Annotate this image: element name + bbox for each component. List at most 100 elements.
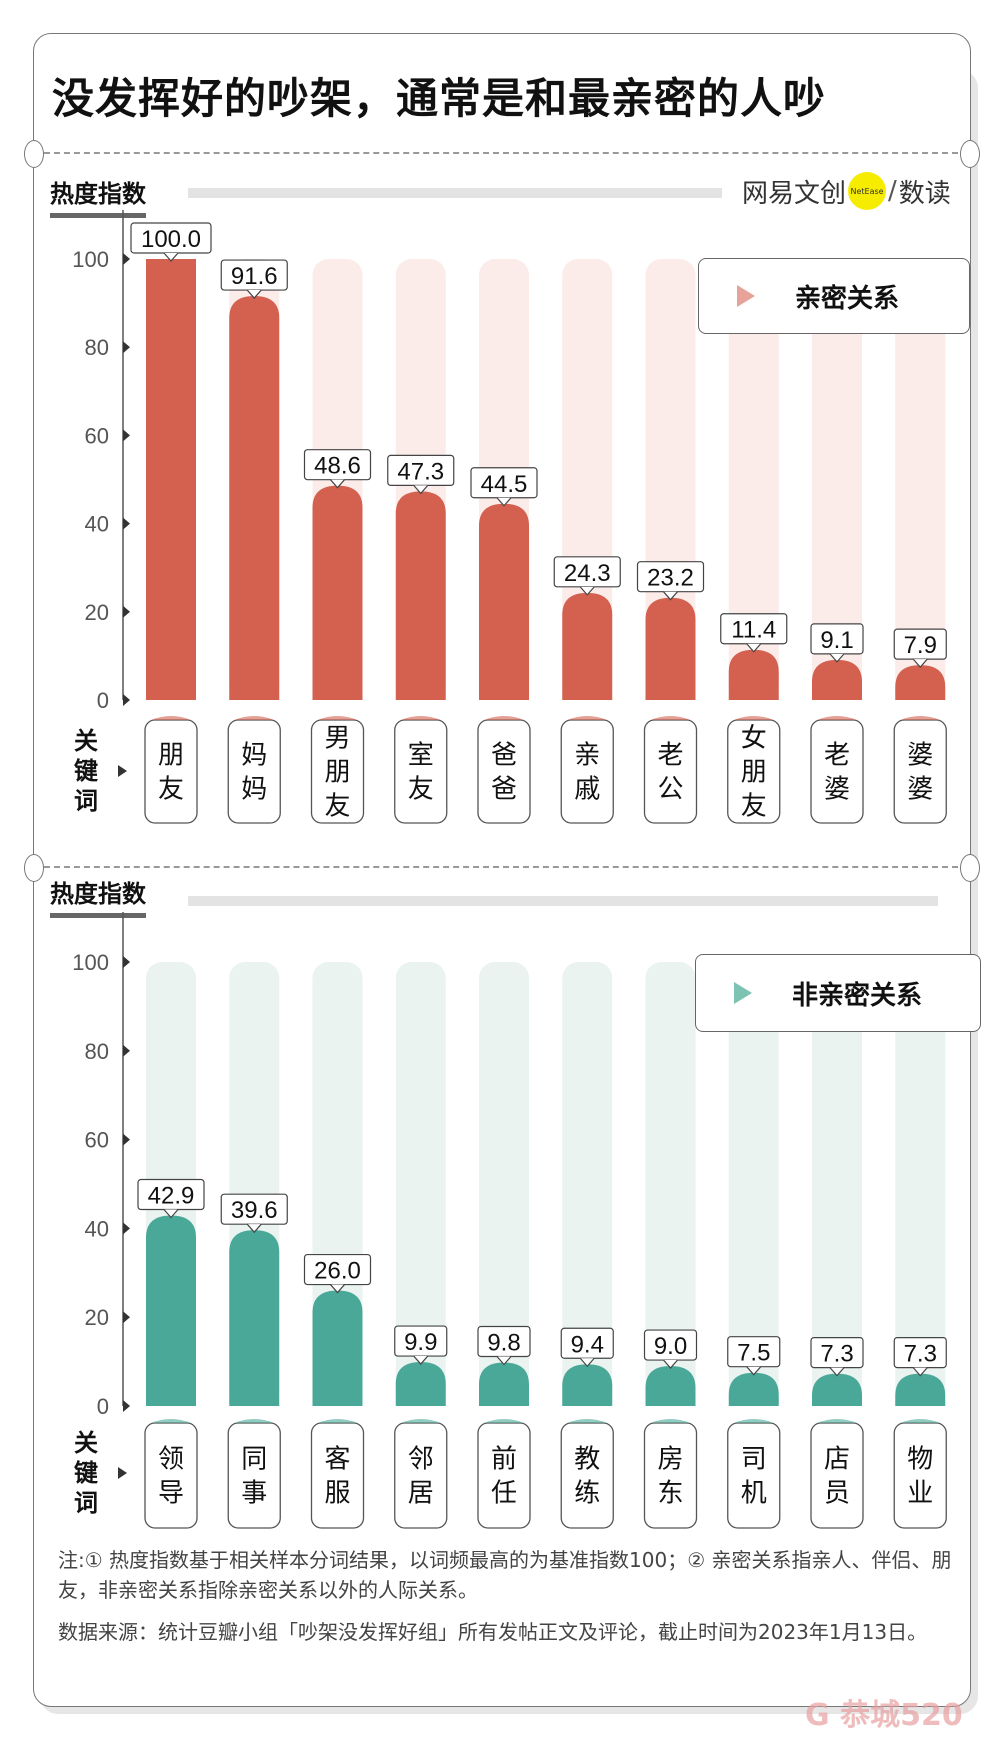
data-label: 48.6 [314,453,361,480]
category-label: 店员 [824,1445,850,1509]
category-tab [151,1419,191,1423]
data-label: 9.0 [654,1333,687,1360]
data-label: 47.3 [397,458,444,485]
legend-1: 亲密关系 [698,258,970,334]
category-box [227,719,281,824]
logo: 网易文创 NetEase / 数读 [742,172,951,210]
bar [645,1366,696,1406]
y-tick-marker [123,1133,130,1146]
category-tab [317,1419,358,1423]
category-tab [900,716,941,720]
data-label-pointer [829,653,845,663]
category-tab [817,716,857,720]
y-tick-label: 0 [97,688,109,713]
section-bar [188,188,722,198]
category-label: 房东 [657,1445,683,1509]
bar [728,649,779,700]
category-label: 同事 [241,1445,267,1509]
category-tab [900,1419,941,1423]
category-tab [733,1419,774,1423]
data-label-pointer [912,1367,928,1377]
data-label-pointer [912,658,928,669]
legend-2: 非亲密关系 [695,954,981,1032]
bar [146,259,196,700]
data-label-pointer [246,1223,262,1234]
category-tab [234,716,275,720]
bar-background [812,962,862,1406]
category-box [227,1422,281,1529]
logo-text-right: 数读 [898,178,951,209]
bar [895,1373,946,1406]
chart1-ylabel: 热度指数 [50,174,146,218]
y-tick-marker [123,1311,130,1324]
bar [312,485,363,700]
data-label: 7.9 [904,632,937,659]
bar-background [895,259,946,700]
legend-label: 非亲密关系 [792,980,923,1011]
bar [812,659,862,700]
data-label-pointer [246,289,262,299]
keyword-label: 关键词 [74,1429,98,1517]
category-box [560,719,614,824]
bar-background [479,962,529,1406]
data-label: 7.3 [820,1341,853,1368]
data-label-pointer [496,497,512,507]
category-box [144,1422,198,1529]
bar-background [562,962,613,1406]
category-box [477,719,531,824]
y-tick-marker [123,1400,130,1412]
logo-text: 网易文创 [742,178,847,209]
category-tab [567,1419,608,1423]
data-label-pointer [163,1209,179,1219]
notch-right [960,140,980,168]
notch-left [24,140,44,168]
category-box [643,719,698,824]
bar [229,1230,280,1406]
category-tab [567,716,608,720]
triangle-icon [734,982,752,1004]
bar-background [562,259,613,700]
category-label: 女朋友 [741,724,767,822]
category-label: 室友 [408,741,434,805]
category-label: 前任 [491,1445,517,1509]
y-tick-marker [123,956,130,968]
data-label: 9.9 [404,1329,437,1356]
category-tab [484,716,524,720]
data-label: 44.5 [481,471,528,498]
keyword-label: 关键词 [74,727,98,815]
category-box [727,1422,781,1529]
bar [479,503,529,700]
bar-background [645,962,696,1406]
logo-badge: NetEase [848,172,887,210]
arrow-right-icon [118,1467,127,1479]
y-tick-marker [123,694,130,706]
notch-left [24,854,44,882]
category-box [144,719,198,824]
source: 数据来源：统计豆瓣小组「吵架没发挥好组」所有发帖正文及评论，截止时间为2023年… [58,1620,928,1644]
page-title: 没发挥好的吵架，通常是和最亲密的人吵 [52,74,827,123]
bar [728,1372,779,1406]
category-label: 邻居 [408,1445,434,1509]
y-tick-label: 60 [85,1128,109,1153]
data-label-pointer [663,591,678,601]
category-box [310,1422,365,1529]
bar-background [895,962,946,1406]
category-tab [484,1419,524,1423]
y-tick-label: 0 [97,1394,109,1419]
y-tick-label: 40 [85,512,109,537]
data-label: 9.1 [820,627,853,654]
category-label: 司机 [741,1445,767,1509]
data-label-pointer [413,1355,429,1365]
chart2-ylabel: 热度指数 [50,874,146,918]
y-tick-label: 80 [85,1039,109,1064]
category-label: 朋友 [158,741,184,805]
category-label: 亲戚 [574,741,600,805]
category-tab [400,1419,441,1423]
y-tick-label: 40 [85,1216,109,1241]
bar [395,491,446,700]
bar [229,296,280,700]
y-tick-label: 60 [85,423,109,448]
divider [44,152,958,154]
category-tab [817,1419,857,1423]
